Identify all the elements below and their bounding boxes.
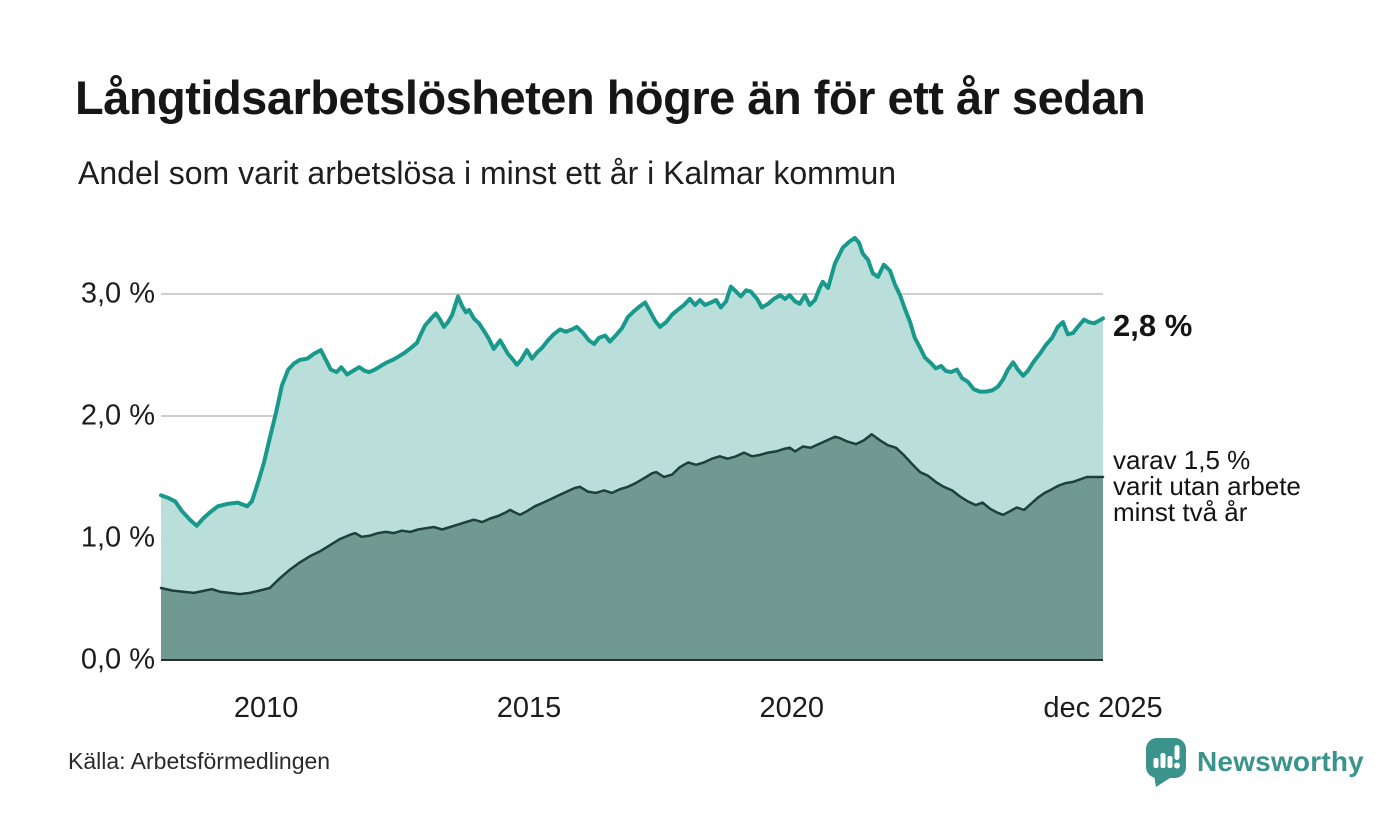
brand-logo: Newsworthy [1145, 737, 1364, 787]
source-note: Källa: Arbetsförmedlingen [68, 748, 331, 774]
y-tick-label: 3,0 % [80, 277, 155, 310]
x-tick-label: 2020 [759, 692, 825, 724]
end-value-label: 2,8 % [1113, 308, 1193, 344]
x-tick-label: 2010 [233, 692, 299, 724]
annotation-line: minst två år [1113, 497, 1248, 527]
chart-subtitle: Andel som varit arbetslösa i minst ett å… [78, 155, 897, 191]
series-two-years-line [159, 433, 1105, 596]
annotation-line: varit utan arbete [1113, 471, 1301, 501]
newsworthy-bubble-chart-icon [1146, 738, 1186, 787]
chart-title: Långtidsarbetslösheten högre än för ett … [75, 71, 1146, 124]
x-tick-label: 2015 [496, 692, 562, 724]
series-two-years-area [161, 434, 1103, 660]
brand-name: Newsworthy [1197, 746, 1364, 777]
two-year-annotation: varav 1,5 % varit utan arbete minst två … [1113, 447, 1301, 525]
annotation-line: varav 1,5 % [1113, 445, 1251, 475]
y-tick-label: 1,0 % [80, 521, 155, 554]
y-tick-label: 2,0 % [80, 399, 155, 432]
y-tick-label: 0,0 % [80, 643, 155, 676]
series-total-line [159, 235, 1105, 528]
x-tick-label: dec 2025 [1043, 692, 1163, 724]
